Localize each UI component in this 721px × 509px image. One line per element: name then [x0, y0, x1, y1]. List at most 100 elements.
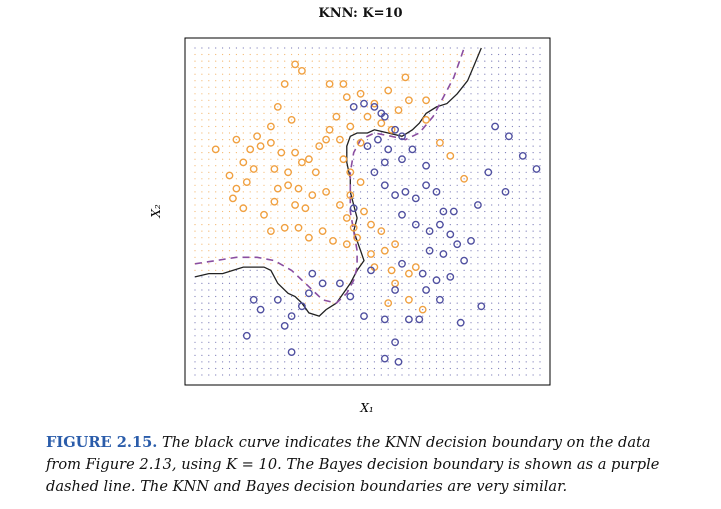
- grid-dot: [518, 125, 520, 128]
- grid-dot: [442, 139, 444, 141]
- grid-dot: [415, 178, 417, 180]
- grid-dot: [235, 302, 237, 304]
- grid-dot: [284, 204, 286, 206]
- grid-dot: [270, 158, 272, 160]
- grid-dot: [228, 67, 231, 69]
- grid-dot: [429, 132, 431, 134]
- grid-dot: [304, 67, 306, 69]
- grid-dot: [518, 315, 520, 317]
- grid-dot: [401, 106, 403, 108]
- plot-frame: [184, 37, 551, 386]
- grid-dot: [360, 152, 362, 154]
- grid-dot: [532, 132, 534, 134]
- grid-dot: [201, 237, 203, 239]
- grid-dot: [194, 269, 196, 271]
- grid-dot: [325, 60, 327, 62]
- blue-point: [346, 292, 355, 301]
- grid-dot: [456, 145, 458, 147]
- blue-point: [422, 161, 430, 170]
- orange-point: [291, 201, 299, 209]
- grid-dot: [408, 60, 410, 62]
- grid-dot: [415, 86, 417, 88]
- grid-dot: [422, 230, 424, 232]
- blue-point: [363, 142, 372, 151]
- grid-dot: [442, 348, 444, 350]
- grid-dot: [249, 263, 251, 265]
- grid-dot: [353, 86, 355, 88]
- grid-dot: [284, 354, 286, 356]
- grid-dot: [304, 139, 306, 141]
- grid-dot: [491, 80, 493, 82]
- grid-dot: [415, 53, 417, 56]
- grid-dot: [394, 210, 396, 213]
- grid-dot: [511, 60, 513, 62]
- grid-dot: [228, 309, 231, 311]
- grid-dot: [394, 165, 396, 167]
- grid-dot: [525, 263, 527, 265]
- grid-dot: [360, 361, 362, 363]
- grid-dot: [422, 132, 424, 134]
- grid-dot: [228, 315, 231, 317]
- grid-dot: [311, 204, 313, 206]
- grid-dot: [194, 309, 196, 311]
- grid-dot: [470, 210, 472, 213]
- grid-dot: [277, 125, 279, 128]
- grid-dot: [491, 145, 493, 147]
- grid-dot: [449, 204, 451, 206]
- orange-point: [346, 191, 355, 200]
- grid-dot: [277, 178, 279, 180]
- grid-dot: [332, 99, 334, 101]
- orange-point: [277, 148, 286, 157]
- grid-dot: [235, 145, 237, 147]
- grid-dot: [518, 184, 520, 186]
- grid-dot: [318, 302, 320, 304]
- grid-dot: [408, 197, 410, 199]
- grid-dot: [470, 276, 472, 278]
- grid-dot: [463, 132, 465, 134]
- grid-dot: [484, 53, 486, 56]
- grid-dot: [318, 204, 320, 206]
- grid-dot: [463, 374, 465, 376]
- grid-dot: [491, 263, 493, 265]
- grid-dot: [539, 112, 541, 114]
- grid-dot: [484, 60, 486, 62]
- grid-dot: [504, 152, 507, 154]
- grid-dot: [332, 125, 334, 128]
- grid-dot: [463, 67, 465, 69]
- x-axis-label: X₁: [359, 401, 373, 415]
- grid-dot: [228, 263, 231, 265]
- grid-dot: [270, 86, 272, 88]
- grid-dot: [318, 224, 320, 226]
- grid-dot: [284, 119, 286, 121]
- grid-dot: [380, 354, 382, 356]
- grid-dot: [215, 282, 217, 284]
- grid-dot: [422, 60, 424, 62]
- grid-dot: [222, 217, 224, 219]
- grid-dot: [539, 367, 541, 370]
- grid-dot: [532, 217, 534, 219]
- grid-dot: [408, 361, 410, 363]
- grid-dot: [408, 171, 410, 173]
- grid-dot: [394, 250, 396, 252]
- grid-dot: [429, 367, 431, 370]
- grid-dot: [532, 263, 534, 265]
- grid-dot: [194, 302, 196, 304]
- grid-dot: [422, 47, 424, 49]
- grid-dot: [387, 80, 389, 82]
- grid-dot: [194, 67, 196, 69]
- grid-dot: [325, 243, 327, 245]
- grid-dot: [208, 125, 210, 128]
- grid-dot: [277, 119, 279, 121]
- grid-dot: [422, 302, 424, 304]
- grid-dot: [401, 165, 403, 167]
- grid-dot: [325, 80, 327, 82]
- grid-dot: [277, 374, 279, 376]
- orange-point: [266, 138, 275, 147]
- grid-dot: [201, 67, 203, 69]
- grid-dot: [318, 86, 320, 88]
- grid-dot: [429, 158, 431, 160]
- grid-dot: [194, 328, 196, 330]
- grid-dot: [242, 367, 244, 370]
- grid-dot: [366, 309, 369, 311]
- grid-dot: [470, 289, 472, 291]
